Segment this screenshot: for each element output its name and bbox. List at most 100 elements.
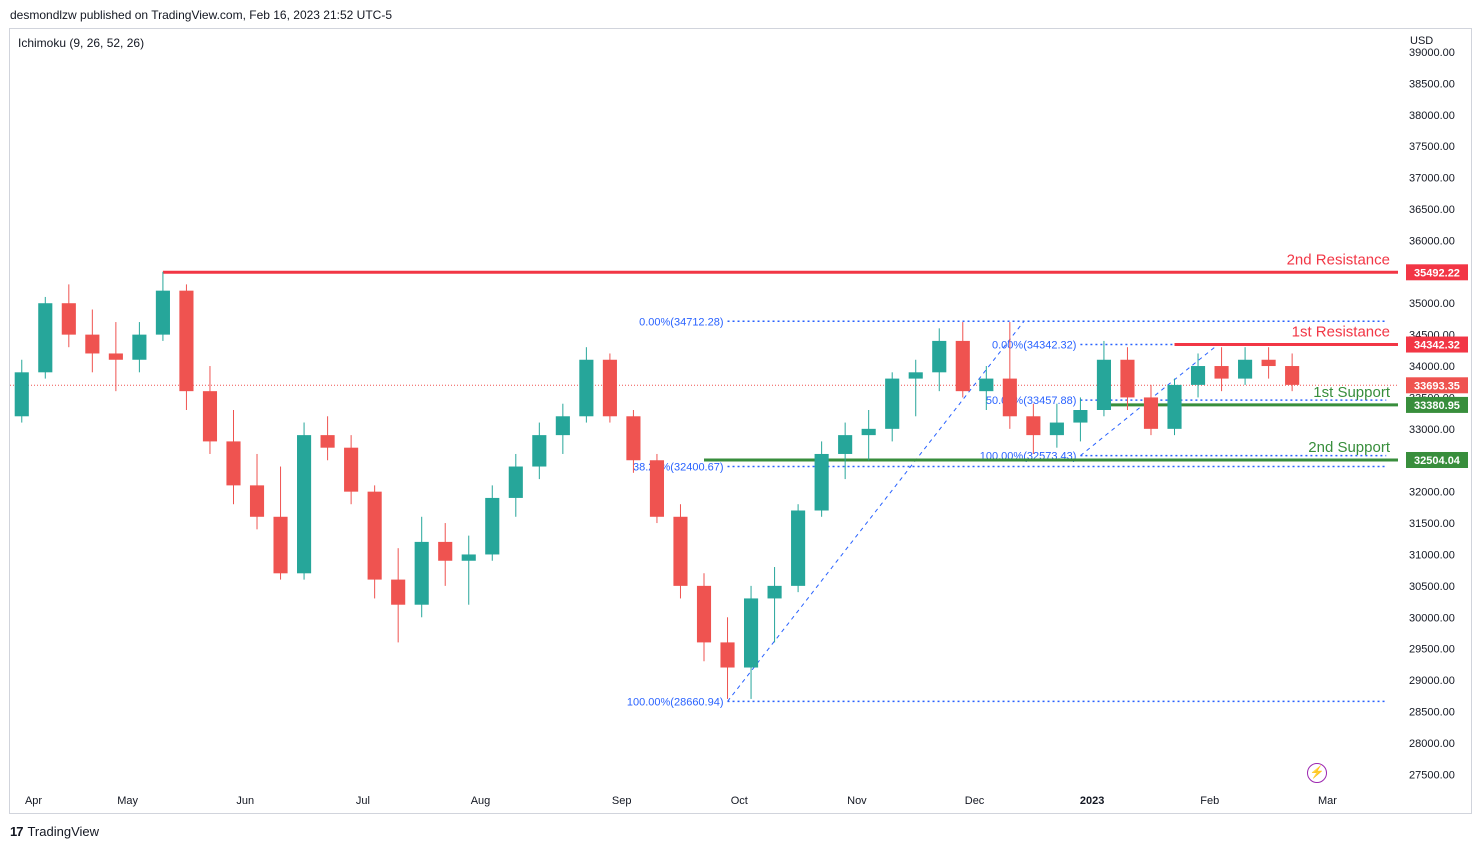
y-tick-label: 29000.00 <box>1409 675 1455 687</box>
y-tick-label: 32000.00 <box>1409 487 1455 499</box>
candle-body <box>720 642 735 668</box>
footer-brand[interactable]: 17 TradingView <box>10 824 99 839</box>
y-tick-label: 38500.00 <box>1409 78 1455 90</box>
candle-body <box>626 416 641 461</box>
candle-body <box>1285 366 1300 385</box>
candle-body <box>202 391 218 442</box>
y-tick-label: 37500.00 <box>1409 141 1455 153</box>
candle-body <box>1214 366 1229 379</box>
fib-level-label: 0.00%(34712.28) <box>639 316 723 328</box>
level-name: 2nd Support <box>1308 439 1391 456</box>
candle-body <box>602 359 617 417</box>
candle-body <box>14 372 29 417</box>
x-tick-label: Nov <box>847 795 867 807</box>
candle-body <box>979 378 994 392</box>
candle-body <box>1190 366 1206 385</box>
candle-body <box>743 598 759 668</box>
y-tick-label: 36500.00 <box>1409 204 1455 216</box>
x-tick-label: Aug <box>471 795 491 807</box>
candle-body <box>320 435 335 448</box>
level-name: 1st Support <box>1313 384 1391 401</box>
candle-body <box>696 585 712 643</box>
candle-body <box>61 303 76 335</box>
level-price-label: 32504.04 <box>1414 455 1461 467</box>
x-tick-label: Oct <box>731 795 748 807</box>
y-tick-label: 34000.00 <box>1409 361 1455 373</box>
y-tick-label: 35000.00 <box>1409 298 1455 310</box>
candle-body <box>579 359 594 417</box>
candle-body <box>1096 359 1111 410</box>
y-tick-label: 30000.00 <box>1409 612 1455 624</box>
fib-level-label: 0.00%(34342.32) <box>992 340 1076 352</box>
currency-label: USD <box>1410 35 1434 47</box>
candle-body <box>908 372 923 379</box>
candle-body <box>485 497 500 555</box>
x-tick-label: Jun <box>236 795 254 807</box>
x-tick-label: Jul <box>356 795 370 807</box>
candle-body <box>1026 416 1041 436</box>
candle-body <box>673 516 688 586</box>
candle-body <box>1073 410 1088 423</box>
candle-body <box>1002 378 1017 417</box>
y-tick-label: 28500.00 <box>1409 706 1455 718</box>
y-tick-label: 36000.00 <box>1409 235 1455 247</box>
candle-body <box>1167 384 1182 429</box>
fib-level-label: 50.00%(33457.88) <box>986 395 1077 407</box>
indicator-legend[interactable]: Ichimoku (9, 26, 52, 26) <box>18 36 145 50</box>
x-tick-label: Apr <box>25 795 42 807</box>
candle-body <box>955 340 970 392</box>
level-price-tag <box>1406 264 1468 281</box>
candle-body <box>1049 422 1064 436</box>
candle-body <box>532 435 547 467</box>
y-tick-label: 39000.00 <box>1409 47 1455 59</box>
candle-body <box>438 541 453 561</box>
candle-body <box>391 579 406 605</box>
candle-body <box>1143 397 1159 429</box>
x-tick-label: Mar <box>1318 795 1337 807</box>
candle-body <box>1261 359 1276 367</box>
y-tick-label: 29500.00 <box>1409 644 1455 656</box>
chart-frame[interactable] <box>9 28 1472 814</box>
last-price-label: 33693.35 <box>1414 380 1460 392</box>
candle-body <box>508 466 523 498</box>
candle-body <box>273 516 288 574</box>
candle-body <box>555 416 570 436</box>
tradingview-logo-icon: 17 <box>10 824 24 839</box>
x-tick-label: Sep <box>612 795 632 807</box>
candle-body <box>249 485 265 517</box>
candle-body <box>179 290 194 392</box>
y-tick-label: 28000.00 <box>1409 738 1455 750</box>
footer-brand-label: TradingView <box>27 824 100 839</box>
level-name: 1st Resistance <box>1292 324 1390 341</box>
level-price-label: 35492.22 <box>1414 267 1460 279</box>
candle-body <box>367 491 382 580</box>
level-price-label: 34342.32 <box>1414 340 1460 352</box>
y-tick-label: 27500.00 <box>1409 769 1455 781</box>
candle-body <box>414 541 429 605</box>
y-tick-label: 33000.00 <box>1409 424 1455 436</box>
fib-trend-line <box>727 320 1025 702</box>
y-tick-label: 37000.00 <box>1409 173 1455 185</box>
level-name: 2nd Resistance <box>1287 251 1390 268</box>
candle-body <box>861 428 876 436</box>
candle-body <box>1238 359 1253 379</box>
candle-body <box>649 460 665 517</box>
candle-body <box>155 290 170 335</box>
fib-level-label: 38.20%(32400.67) <box>633 461 724 473</box>
last-price-tag <box>1406 377 1468 394</box>
publisher-caption: desmondlzw published on TradingView.com,… <box>10 8 393 22</box>
candle-body <box>38 303 53 373</box>
y-tick-label: 31500.00 <box>1409 518 1455 530</box>
level-price-tag <box>1406 451 1468 468</box>
level-price-tag <box>1406 396 1468 413</box>
candle-body <box>461 554 476 561</box>
x-tick-label: May <box>117 795 138 807</box>
candle-body <box>791 510 806 586</box>
candle-body <box>885 378 900 429</box>
lightning-icon[interactable]: ⚡ <box>1307 763 1327 783</box>
candle-body <box>344 447 359 492</box>
level-price-tag <box>1406 336 1468 353</box>
y-tick-label: 31000.00 <box>1409 549 1455 561</box>
candle-body <box>226 441 241 486</box>
